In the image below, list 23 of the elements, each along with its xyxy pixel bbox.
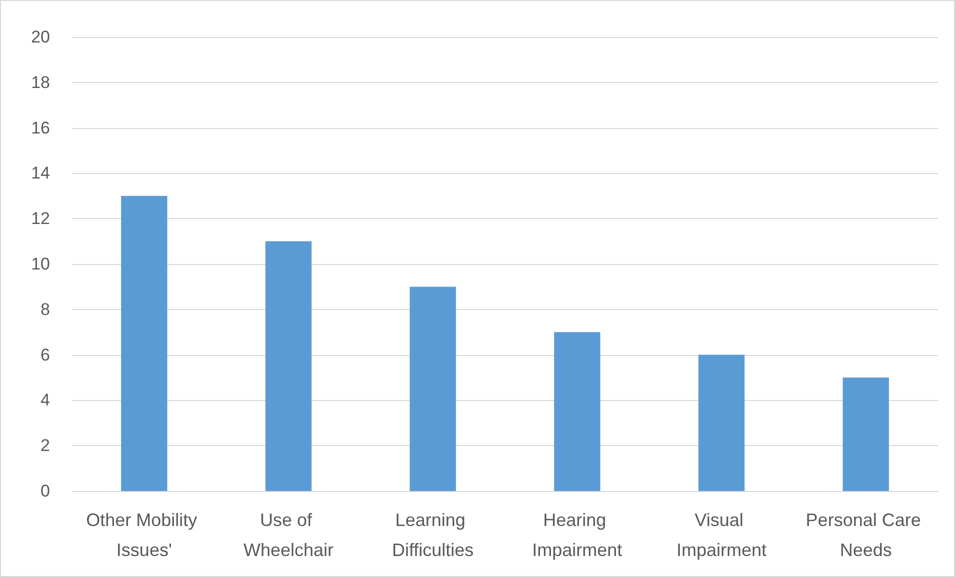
bar — [265, 241, 312, 491]
x-tick-label: Other Mobility Issues' — [86, 510, 202, 560]
y-tick-label: 16 — [31, 118, 50, 138]
y-tick-label: 20 — [31, 28, 50, 46]
y-tick-label: 10 — [31, 254, 50, 274]
y-tick-label: 8 — [40, 300, 50, 319]
y-tick-label: 2 — [40, 436, 50, 456]
y-tick-label: 12 — [31, 209, 50, 228]
x-tick-label: Use of Wheelchair — [243, 510, 334, 560]
y-tick-label: 0 — [40, 482, 50, 500]
bar — [698, 354, 745, 491]
x-tick-label: Visual Impairment — [676, 510, 767, 560]
bar — [554, 332, 600, 491]
y-tick-label: 14 — [31, 164, 50, 183]
y-tick-label: 18 — [31, 72, 50, 92]
y-tick-label: 6 — [40, 345, 50, 364]
bar — [842, 378, 889, 491]
y-tick-label: 4 — [40, 390, 50, 410]
x-tick-label: Hearing Impairment — [532, 510, 622, 560]
bar — [410, 286, 456, 491]
x-tick-label: Personal Care Needs — [806, 510, 926, 560]
bar — [121, 196, 168, 491]
x-tick-label: Learning Difficulties — [392, 510, 474, 560]
